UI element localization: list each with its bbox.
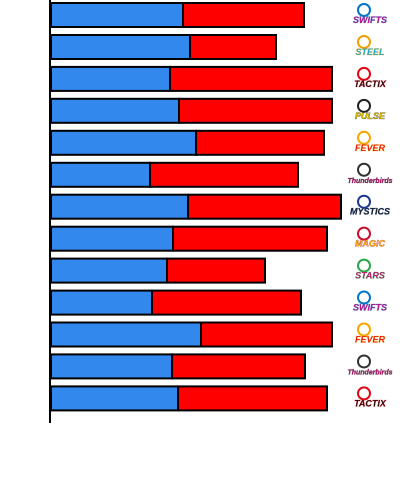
bar-segment-blue-6 [50, 161, 151, 188]
fever-logo: FEVER [355, 322, 386, 345]
fever-logo-emblem [357, 322, 371, 337]
tactix-logo-emblem [357, 386, 371, 401]
bar-segment-blue-9 [50, 257, 168, 284]
fever-logo-wordmark: FEVER [355, 335, 386, 345]
tactix-logo: TACTIX [354, 66, 387, 89]
thunderbirds-logo: Thunderbirds [347, 162, 393, 185]
fever-logo: FEVER [355, 130, 386, 153]
bars-group [50, 2, 342, 412]
pulse-logo-wordmark: PULSE [355, 111, 386, 121]
bar-segment-blue-1 [50, 2, 184, 28]
thunderbirds-logo-emblem [357, 354, 371, 369]
bar-segment-red-2 [189, 34, 277, 60]
bar-segment-red-8 [172, 225, 328, 252]
logos-group: SWIFTS STEEL TACTIX PULSE FEVER Thunderbirds M… [347, 3, 393, 409]
stars-logo: STARS [355, 258, 385, 281]
magic-logo-wordmark: MAGIC [355, 239, 385, 249]
swifts-logo-wordmark: SWIFTS [353, 15, 387, 25]
thunderbirds-logo-emblem [357, 162, 371, 177]
pulse-logo: PULSE [355, 98, 386, 121]
bar-segment-red-3 [169, 65, 333, 92]
mystics-logo-wordmark: MYSTICS [350, 207, 390, 217]
swifts-logo: SWIFTS [353, 290, 387, 313]
bar-segment-red-4 [178, 97, 333, 124]
mystics-logo-emblem [357, 194, 371, 209]
tactix-logo-wordmark: TACTIX [354, 398, 387, 408]
bar-segment-blue-8 [50, 225, 174, 252]
steel-logo-emblem [357, 34, 371, 49]
swifts-logo: SWIFTS [353, 3, 387, 25]
bar-segment-red-6 [149, 161, 299, 188]
stars-logo-wordmark: STARS [355, 271, 385, 281]
tactix-logo-wordmark: TACTIX [354, 79, 387, 89]
bar-segment-blue-13 [50, 385, 179, 412]
magic-logo-emblem [357, 226, 371, 241]
bar-segment-red-7 [187, 193, 342, 220]
bar-segment-blue-11 [50, 321, 202, 348]
bar-segment-red-9 [166, 257, 266, 284]
stars-logo-emblem [357, 258, 371, 273]
bar-segment-blue-3 [50, 65, 171, 92]
bar-segment-red-5 [195, 129, 325, 156]
bar-segment-blue-12 [50, 353, 173, 380]
tactix-logo: TACTIX [354, 386, 387, 409]
bar-segment-blue-5 [50, 129, 197, 156]
magic-logo: MAGIC [355, 226, 386, 249]
pulse-logo-emblem [357, 98, 371, 113]
bar-segment-blue-4 [50, 97, 180, 124]
swifts-logo-emblem [357, 3, 371, 17]
swifts-logo-emblem [357, 290, 371, 305]
bar-segment-blue-10 [50, 289, 153, 316]
mystics-logo: MYSTICS [350, 194, 390, 217]
bar-segment-red-1 [182, 2, 305, 28]
thunderbirds-logo-wordmark: Thunderbirds [347, 369, 392, 376]
thunderbirds-logo-wordmark: Thunderbirds [347, 178, 392, 185]
steel-logo-wordmark: STEEL [355, 47, 384, 57]
bar-segment-red-10 [151, 289, 302, 316]
bar-segment-red-13 [177, 385, 328, 412]
tactix-logo-emblem [357, 66, 371, 81]
bar-segment-blue-7 [50, 193, 189, 220]
bar-segment-red-12 [171, 353, 306, 380]
thunderbirds-logo: Thunderbirds [347, 354, 393, 377]
swifts-logo-wordmark: SWIFTS [353, 303, 387, 313]
bar-segment-red-11 [200, 321, 333, 348]
fever-logo-wordmark: FEVER [355, 143, 386, 153]
fever-logo-emblem [357, 130, 371, 145]
steel-logo: STEEL [355, 34, 385, 57]
bar-segment-blue-2 [50, 34, 191, 60]
